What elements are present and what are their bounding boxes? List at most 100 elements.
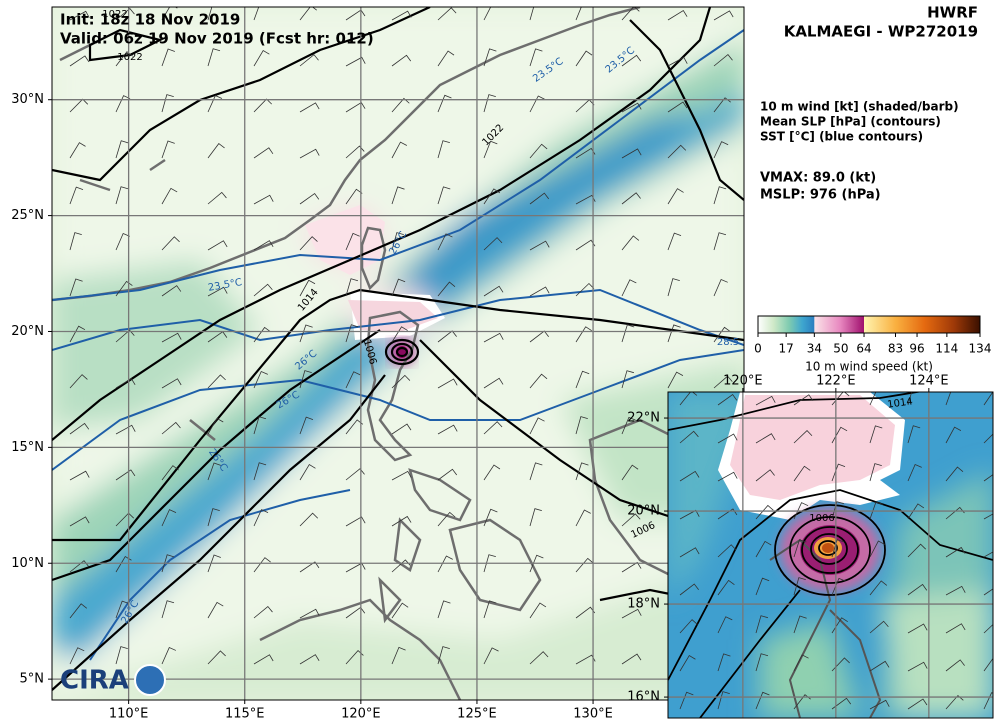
contour-label: 28.5 bbox=[717, 337, 739, 348]
y-tick-label: 30°N bbox=[11, 92, 44, 107]
logo-text: CIRA bbox=[60, 666, 129, 696]
wind-barb bbox=[253, 462, 267, 481]
wind-barb bbox=[907, 425, 921, 444]
wind-barb bbox=[575, 370, 590, 389]
inset-slp-contours bbox=[668, 392, 993, 718]
wind-barb bbox=[907, 623, 928, 634]
wind-barb bbox=[69, 647, 85, 665]
wind-barb bbox=[793, 539, 807, 558]
wind-barb bbox=[161, 48, 175, 67]
wind-barb bbox=[621, 464, 639, 481]
wind-barb bbox=[391, 602, 409, 619]
wind-barb bbox=[391, 326, 408, 343]
wind-barb bbox=[529, 143, 548, 159]
wind-barb bbox=[529, 286, 550, 297]
wind-barb bbox=[793, 615, 807, 634]
y-tick-label: 22°N bbox=[627, 411, 660, 426]
vmax: VMAX: 89.0 (kt) bbox=[760, 171, 876, 186]
wind-barb bbox=[667, 56, 688, 67]
colorbar-tick-label: 83 bbox=[888, 342, 903, 356]
wind-barb bbox=[717, 544, 737, 558]
wind-barb bbox=[869, 425, 883, 444]
wind-barb bbox=[345, 278, 359, 297]
wind-barb bbox=[69, 55, 90, 67]
wind-barb bbox=[115, 51, 133, 67]
y-tick-label: 18°N bbox=[627, 597, 660, 612]
wind-barb bbox=[679, 655, 696, 672]
wind-barb bbox=[345, 324, 359, 343]
wind-barb bbox=[115, 469, 136, 481]
wind-barb bbox=[713, 97, 731, 113]
map-frame bbox=[51, 6, 745, 701]
wind-barb bbox=[679, 470, 700, 482]
init-time: Init: 18z 18 Nov 2019 bbox=[60, 11, 240, 29]
wind-barb bbox=[529, 417, 545, 435]
wind-barb bbox=[575, 654, 596, 665]
wind-barb bbox=[299, 279, 316, 297]
wind-barb bbox=[253, 326, 271, 343]
wind-barb bbox=[575, 557, 594, 573]
wind-barb bbox=[391, 278, 406, 297]
wind-barb bbox=[207, 374, 226, 389]
wind-barb bbox=[437, 281, 456, 297]
wind-barb bbox=[345, 56, 366, 67]
wind-barb bbox=[161, 378, 182, 389]
wind-barb bbox=[345, 650, 364, 665]
y-tick-label: 20°N bbox=[11, 324, 44, 339]
wind-barb bbox=[345, 145, 365, 159]
wind-barb bbox=[621, 54, 642, 67]
wind-barb bbox=[69, 516, 90, 527]
wind-barb bbox=[945, 392, 952, 406]
wind-barb bbox=[69, 560, 89, 573]
wind-barb bbox=[299, 464, 316, 481]
colorbar-tick-label: 64 bbox=[856, 342, 871, 356]
wind-barb bbox=[161, 285, 182, 297]
y-tick-label: 25°N bbox=[11, 208, 44, 223]
wind-barb bbox=[575, 462, 589, 481]
wind-barb bbox=[945, 466, 964, 482]
wind-barb bbox=[575, 416, 588, 435]
wind-barb bbox=[755, 691, 770, 710]
wind-barb bbox=[161, 600, 175, 619]
wind-barb bbox=[253, 654, 274, 665]
wind-barb bbox=[945, 659, 965, 672]
wind-barb bbox=[717, 508, 738, 520]
x-tick-label: 120°E bbox=[341, 707, 381, 722]
colorbar-tick-label: 96 bbox=[909, 342, 924, 356]
wind-barb bbox=[115, 556, 132, 573]
wind-barb bbox=[907, 661, 928, 672]
wind-barb bbox=[253, 283, 273, 297]
wind-barb bbox=[621, 235, 640, 251]
wind-barb bbox=[483, 377, 504, 389]
wind-barb bbox=[391, 515, 412, 527]
wind-barb bbox=[299, 370, 312, 389]
wind-barb bbox=[483, 464, 501, 481]
wind-barb bbox=[907, 392, 913, 406]
x-tick-label: 130°E bbox=[573, 707, 613, 722]
wind-barb bbox=[983, 623, 993, 634]
wind-barb bbox=[529, 240, 550, 251]
wind-barb bbox=[253, 194, 274, 205]
wind-barb bbox=[253, 605, 273, 619]
wind-barb bbox=[945, 546, 966, 558]
wind-barb bbox=[299, 54, 319, 67]
wind-barb bbox=[299, 7, 317, 21]
wind-barb bbox=[755, 577, 770, 596]
wind-barb bbox=[69, 422, 90, 435]
x-tick-label: 124°E bbox=[909, 374, 949, 389]
wind-barb bbox=[755, 615, 769, 634]
wind-barb bbox=[575, 326, 592, 343]
wind-barb bbox=[299, 512, 319, 527]
wind-barb bbox=[115, 378, 136, 389]
wind-barb bbox=[253, 509, 269, 527]
wind-barb bbox=[207, 143, 225, 159]
wind-barb bbox=[983, 433, 993, 444]
wind-barb bbox=[621, 513, 641, 527]
wind-barb bbox=[713, 375, 733, 389]
wind-barb bbox=[161, 140, 175, 159]
y-tick-label: 15°N bbox=[11, 440, 44, 455]
wind-barb bbox=[483, 94, 496, 113]
wind-barb bbox=[161, 465, 179, 481]
wind-barb bbox=[207, 286, 228, 297]
colorbar-tick-label: 114 bbox=[935, 342, 958, 356]
